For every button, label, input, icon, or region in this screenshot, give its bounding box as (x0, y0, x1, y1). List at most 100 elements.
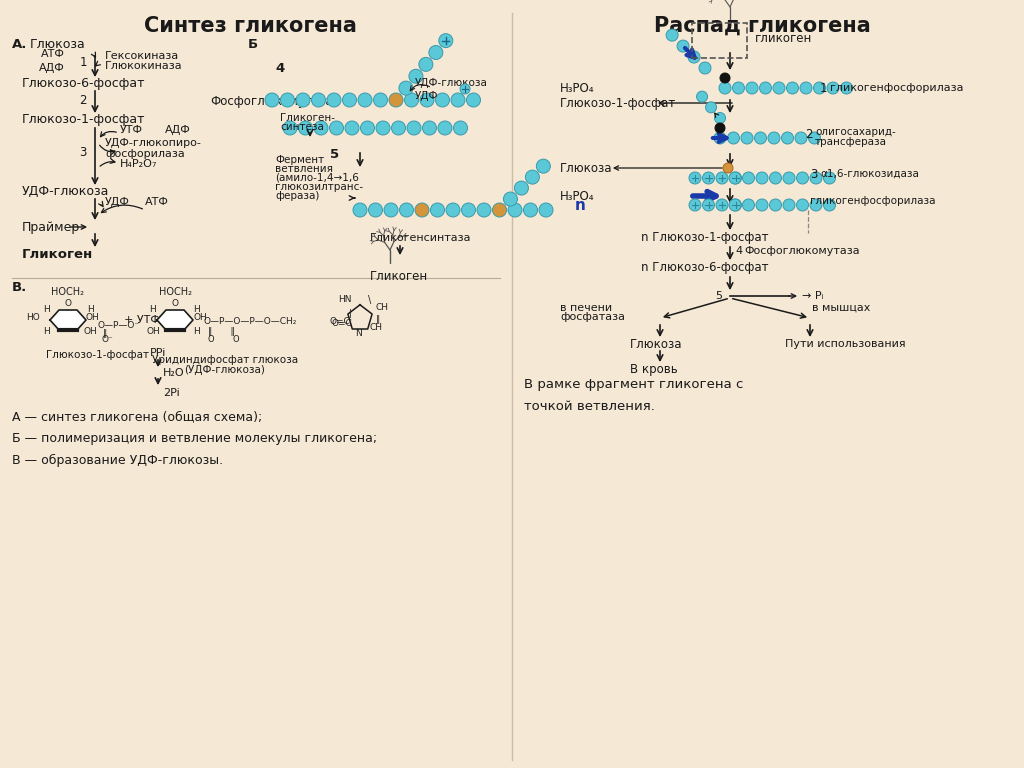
Circle shape (742, 199, 755, 211)
Text: фосфатаза: фосфатаза (560, 312, 625, 322)
Text: гликогенфосфорилаза: гликогенфосфорилаза (810, 196, 936, 206)
Text: УДФ: УДФ (105, 197, 130, 207)
Text: глюкозилтранс-: глюкозилтранс- (275, 182, 364, 192)
Polygon shape (50, 310, 86, 330)
Text: Пути использования: Пути использования (785, 339, 905, 349)
Text: O=C: O=C (330, 316, 350, 326)
Circle shape (439, 34, 453, 48)
Circle shape (797, 172, 809, 184)
Text: А.: А. (12, 38, 28, 51)
Circle shape (699, 62, 711, 74)
Circle shape (760, 82, 771, 94)
Circle shape (823, 199, 836, 211)
Text: 2Pi: 2Pi (163, 388, 180, 398)
Bar (692, 23, 746, 58)
Circle shape (477, 203, 490, 217)
Text: Гликоген: Гликоген (22, 249, 93, 261)
Circle shape (311, 93, 326, 107)
Text: синтеза: синтеза (280, 122, 324, 132)
Circle shape (460, 84, 470, 94)
Text: Фермент: Фермент (275, 155, 325, 165)
Circle shape (729, 199, 741, 211)
Circle shape (281, 93, 295, 107)
Circle shape (327, 93, 341, 107)
Text: Глюкозо-6-фосфат: Глюкозо-6-фосфат (22, 78, 145, 91)
Circle shape (330, 121, 343, 135)
Circle shape (493, 203, 507, 217)
Circle shape (756, 172, 768, 184)
Text: O       O: O O (208, 336, 240, 345)
Text: Глюкоза: Глюкоза (560, 161, 612, 174)
Circle shape (525, 170, 540, 184)
Text: + УТФ: + УТФ (124, 315, 160, 325)
Text: В.: В. (12, 281, 28, 294)
Circle shape (446, 203, 460, 217)
Circle shape (797, 199, 809, 211)
Text: фосфорилаза: фосфорилаза (105, 149, 184, 159)
Circle shape (342, 93, 356, 107)
Circle shape (716, 199, 728, 211)
Circle shape (823, 172, 836, 184)
Text: Гликоген: Гликоген (370, 270, 428, 283)
Text: H: H (87, 306, 93, 315)
Circle shape (399, 81, 413, 95)
Circle shape (755, 132, 767, 144)
Text: В кровь: В кровь (630, 362, 678, 376)
Text: O=C: O=C (331, 319, 352, 327)
Text: 5: 5 (331, 147, 340, 161)
Text: H: H (43, 306, 49, 315)
Circle shape (732, 82, 744, 94)
Text: УДФ: УДФ (415, 91, 438, 101)
Text: Уридиндифосфат глюкоза: Уридиндифосфат глюкоза (152, 355, 298, 365)
Circle shape (729, 172, 741, 184)
Circle shape (265, 93, 279, 107)
Text: CH: CH (370, 323, 383, 333)
Text: Гликогенсинтаза: Гликогенсинтаза (370, 233, 471, 243)
Circle shape (729, 172, 741, 184)
Text: H: H (194, 327, 201, 336)
Text: HN: HN (339, 296, 352, 304)
Circle shape (430, 203, 444, 217)
Text: O—P—O⁻: O—P—O⁻ (98, 320, 140, 329)
Circle shape (800, 82, 812, 94)
Text: Синтез гликогена: Синтез гликогена (143, 16, 356, 36)
Circle shape (384, 203, 398, 217)
Text: Н₄Р₂О₇: Н₄Р₂О₇ (120, 159, 158, 169)
Text: ветвления: ветвления (275, 164, 333, 174)
Circle shape (689, 199, 701, 211)
Circle shape (404, 93, 419, 107)
Circle shape (756, 199, 768, 211)
Text: PPi: PPi (150, 348, 166, 358)
Text: H₂O: H₂O (163, 368, 184, 378)
Text: Глюкоза: Глюкоза (630, 337, 683, 350)
Circle shape (677, 40, 689, 52)
Text: АТФ: АТФ (145, 197, 169, 207)
Text: Глюкозо-1-фосфат: Глюкозо-1-фосфат (46, 350, 150, 360)
Text: УДФ-глюкоза: УДФ-глюкоза (415, 78, 487, 88)
Text: |: | (349, 310, 352, 319)
Polygon shape (157, 310, 193, 330)
Text: O—P—O—P—O—CH₂: O—P—O—P—O—CH₂ (203, 317, 296, 326)
Circle shape (715, 112, 725, 124)
Circle shape (299, 121, 312, 135)
Text: \: \ (368, 295, 372, 305)
Text: гликоген: гликоген (755, 31, 812, 45)
Circle shape (389, 93, 403, 107)
Circle shape (539, 203, 553, 217)
Text: Н₃РО₄: Н₃РО₄ (560, 81, 595, 94)
Circle shape (667, 29, 678, 41)
Circle shape (454, 121, 468, 135)
Circle shape (420, 93, 434, 107)
Circle shape (715, 123, 725, 133)
Text: УДФ-глюкоза: УДФ-глюкоза (22, 184, 110, 197)
Circle shape (514, 181, 528, 195)
Text: АТФ: АТФ (41, 49, 65, 59)
Text: ‖: ‖ (376, 316, 380, 325)
Circle shape (706, 102, 717, 113)
Circle shape (723, 163, 733, 173)
Circle shape (419, 58, 433, 71)
Circle shape (508, 203, 522, 217)
Circle shape (314, 121, 328, 135)
Circle shape (768, 132, 780, 144)
Text: олигосахарид-: олигосахарид- (815, 127, 896, 137)
